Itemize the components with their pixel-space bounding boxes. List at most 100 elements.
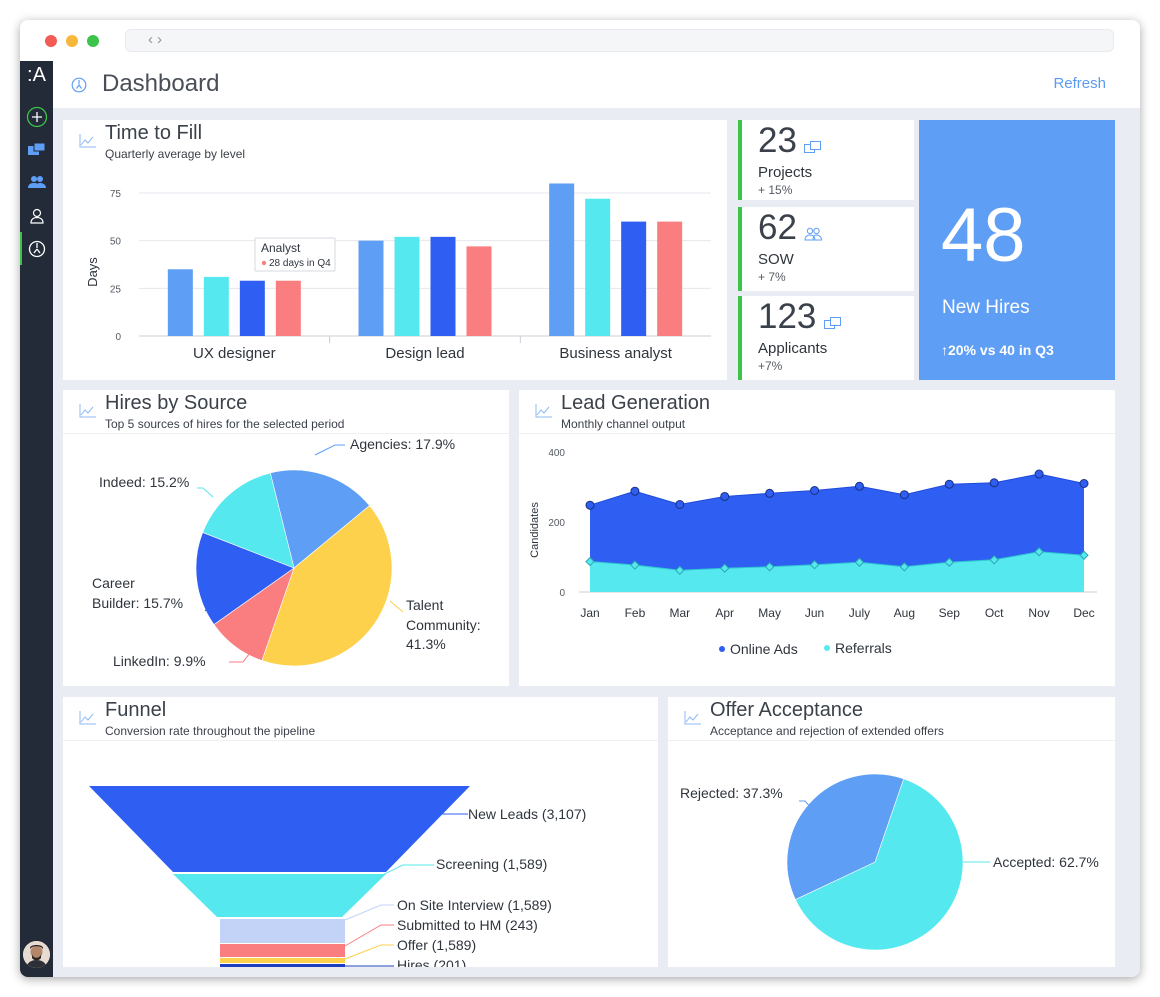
hires-by-source-card: Hires by Source Top 5 sources of hires f…: [63, 390, 509, 686]
point-referrals: [585, 556, 595, 567]
browser-window: ‹› :A Dashboard Refresh Time to Fill: [20, 20, 1140, 977]
point-online-ads: [1034, 469, 1044, 479]
funnel-stage-3: [220, 944, 345, 957]
line-chart-icon: [79, 134, 96, 148]
tooltip: Analyst 28 days in Q4: [254, 237, 336, 272]
arrow-up-icon: ↑: [941, 342, 948, 358]
x-tick-label: Sep: [939, 606, 961, 620]
pie-label-indeed: Indeed: 15.2%: [99, 474, 189, 490]
dashboard-icon: [71, 77, 87, 93]
card-title: Offer Acceptance: [710, 699, 864, 721]
card-title: Time to Fill: [105, 122, 203, 144]
card-title: Lead Generation: [561, 392, 711, 414]
stat-value: 123: [758, 297, 817, 336]
funnel-leader-line: [344, 944, 394, 960]
divider: [668, 740, 1115, 741]
lead-generation-card: Lead Generation Monthly channel output 0…: [519, 390, 1115, 686]
point-online-ads: [720, 491, 730, 501]
funnel-chart: New Leads (3,107) Screening (1,589) On Sit…: [89, 786, 586, 967]
folders-icon[interactable]: [25, 138, 48, 161]
stat-delta: + 15%: [758, 183, 793, 197]
y-tick-label: 25: [110, 284, 122, 295]
lead-generation-chart: 0 200 400 Candidates Jan Feb Mar Apr May Jun July A…: [529, 448, 1097, 657]
new-hires-label: New Hires: [942, 297, 1030, 318]
address-bar[interactable]: ‹›: [125, 29, 1114, 52]
back-forward-arrows-icon[interactable]: ‹›: [148, 31, 166, 48]
people-icon: [804, 227, 822, 241]
new-hires-delta-text: 20% vs 40 in Q3: [948, 342, 1054, 358]
app-logo[interactable]: :A: [27, 64, 46, 86]
funnel-stage-5: [220, 964, 345, 967]
refresh-button[interactable]: Refresh: [1053, 75, 1106, 92]
avatar[interactable]: [23, 941, 50, 968]
point-online-ads: [1079, 479, 1089, 488]
y-tick-label: 0: [115, 332, 121, 343]
card-subtitle: Top 5 sources of hires for the selected …: [105, 417, 345, 431]
funnel-stage-0: [89, 786, 470, 872]
pie-slice-1: [786, 773, 905, 900]
pie-label-talent-2: Community:: [406, 617, 481, 633]
point-referrals: [720, 563, 730, 573]
point-referrals: [899, 562, 910, 572]
pie-label-accepted: Accepted: 62.7%: [993, 854, 1099, 870]
bar: [657, 221, 683, 336]
x-tick-label: Business analyst: [559, 345, 672, 362]
new-hires-value: 48: [941, 193, 1026, 278]
point-online-ads: [989, 478, 999, 488]
maximize-window-button[interactable]: [87, 35, 99, 47]
card-title: Hires by Source: [105, 392, 248, 414]
point-online-ads: [630, 486, 640, 496]
card-subtitle: Monthly channel output: [561, 417, 686, 431]
stat-label: Projects: [758, 164, 813, 181]
y-axis-label: Days: [85, 257, 100, 287]
sidebar: :A: [20, 61, 53, 977]
pie-label-career-builder-2: Builder: 15.7%: [92, 595, 183, 611]
x-tick-label: Mar: [669, 606, 690, 620]
bar: [275, 280, 301, 336]
pie-label-career-builder-1: Career: [92, 575, 135, 591]
funnel-stage-4: [220, 958, 345, 963]
minimize-window-button[interactable]: [66, 35, 78, 47]
pie-label-rejected: Rejected: 37.3%: [680, 785, 783, 801]
funnel-label: Hires (201): [397, 957, 466, 967]
time-to-fill-chart: 0 25 50 75 Days UX designer Design lead Busines…: [85, 183, 711, 362]
pie-label-talent-1: Talent: [406, 597, 443, 613]
pie-slice-3: [195, 532, 295, 625]
new-hires-card[interactable]: 48 New Hires ↑20% vs 40 in Q3: [919, 120, 1115, 380]
point-online-ads: [675, 500, 685, 509]
point-referrals: [675, 565, 685, 576]
y-tick-label: 0: [559, 588, 565, 599]
close-window-button[interactable]: [45, 35, 57, 47]
pie-label-linkedin: LinkedIn: 9.9%: [113, 653, 206, 669]
person-icon[interactable]: [25, 204, 48, 227]
funnel-leader-line: [344, 904, 394, 921]
point-referrals: [630, 560, 640, 570]
tooltip-marker: [261, 260, 267, 266]
stat-label: SOW: [758, 251, 794, 268]
bar: [466, 246, 492, 336]
add-icon[interactable]: [25, 105, 48, 128]
legend-online-ads: Online Ads: [730, 641, 798, 657]
time-to-fill-card: Time to Fill Quarterly average by level …: [63, 120, 727, 380]
line-chart-icon: [79, 404, 96, 418]
stat-delta: +7%: [758, 359, 783, 373]
point-online-ads: [854, 481, 864, 491]
stat-card-projects[interactable]: 23 Projects + 15%: [738, 120, 914, 200]
team-icon[interactable]: [25, 170, 48, 193]
x-tick-label: Aug: [894, 606, 915, 620]
stat-card-applicants[interactable]: 123 Applicants +7%: [738, 296, 914, 380]
bar: [549, 183, 575, 336]
legend-marker-online-ads: [719, 646, 725, 652]
stat-value: 62: [758, 208, 797, 247]
x-tick-label: Design lead: [385, 345, 464, 362]
bar: [394, 236, 420, 336]
folders-icon: [824, 317, 841, 329]
x-tick-label: Feb: [625, 606, 646, 620]
pie-slice-0: [795, 778, 964, 951]
y-tick-label: 200: [548, 518, 565, 529]
new-hires-delta: ↑20% vs 40 in Q3: [941, 342, 1054, 358]
x-tick-label: Oct: [985, 606, 1004, 620]
stat-card-sow[interactable]: 62 SOW + 7%: [738, 207, 914, 291]
dashboard-icon[interactable]: [25, 237, 48, 260]
card-title: Funnel: [105, 699, 167, 721]
